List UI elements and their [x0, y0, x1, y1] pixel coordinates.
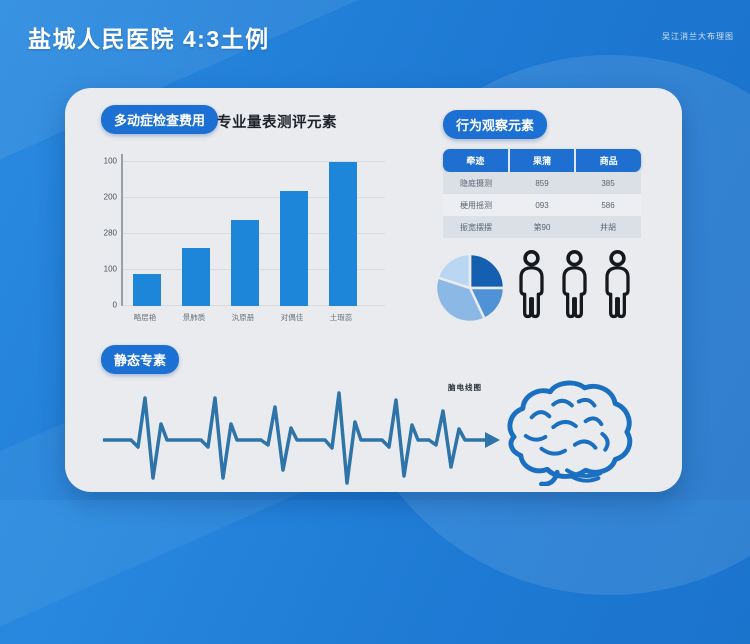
table-cell: 梗用摇测: [460, 200, 492, 210]
person-icon: [562, 249, 587, 319]
y-axis-tick-label: 200: [103, 192, 117, 202]
watermark-text: 吴江消兰大布理图: [662, 32, 734, 41]
page-title: 盐城人民医院 4:3土例: [28, 26, 270, 52]
brain-caption: 脑电线图: [448, 383, 482, 392]
y-axis-tick-label: 100: [103, 156, 117, 166]
table-cell: 第90: [533, 222, 551, 232]
behavior-pie-chart: [434, 252, 506, 324]
content-card: 多动症检查费用 专业量表测评元素 略层艳 景肺质 汍原册 对偶佳 土瑕蕊 0 100 280…: [65, 88, 682, 492]
person-icon: [519, 249, 544, 319]
ecg-waveform: [103, 391, 500, 485]
table-row: 振宽摆摆 第90 井胡: [443, 216, 641, 238]
pie-slice-3: [434, 275, 487, 324]
table-cell: 385: [601, 178, 615, 188]
brain-stem: [539, 469, 560, 486]
x-axis-category-label: 对偶佳: [280, 313, 304, 322]
brain-icon: [507, 380, 633, 486]
gridline: [123, 197, 385, 198]
y-axis-tick-label: 100: [103, 264, 117, 274]
person-icons-group: [516, 247, 633, 325]
table-header-cell: 商品: [599, 156, 618, 166]
table-cell: 隐庭摄测: [460, 178, 492, 188]
table-cell: 093: [535, 200, 549, 210]
observation-table-body: 隐庭摄测 859 385 梗用摇测 093 586 振宽摆摆 第90 井胡: [443, 172, 641, 238]
pie-slice-1: [468, 252, 506, 290]
table-cell: 振宽摆摆: [460, 222, 492, 232]
observation-table: 牵迹 果蒲 商品 隐庭摄测 859 385 梗用摇测 093 586 振宽摆摆 第90 井胡: [443, 149, 641, 238]
adhd-cost-bar-chart: 略层艳 景肺质 汍原册 对偶佳 土瑕蕊 0 100 280 200 100: [93, 152, 393, 332]
bar-chart-plot-area: [121, 154, 385, 306]
y-axis-tick-label: 280: [103, 228, 117, 238]
table-cell: 859: [535, 178, 549, 188]
bar-汍原册: [231, 220, 259, 306]
pie-slice-4: [436, 252, 472, 290]
static-elements-badge: 静态专素: [101, 345, 180, 374]
table-cell: 井胡: [600, 222, 616, 232]
arrow-head-icon: [485, 432, 500, 448]
x-axis-category-label: 汍原册: [231, 313, 255, 322]
bar-略层艳: [133, 274, 161, 306]
scale-assessment-title: 专业量表测评元素: [217, 115, 337, 131]
table-header-cell: 果蒲: [510, 149, 577, 172]
x-axis-category-label: 略层艳: [133, 313, 157, 322]
table-row: 梗用摇测 093 586: [443, 194, 641, 216]
person-icon: [605, 249, 630, 319]
x-axis-category-label: 土瑕蕊: [329, 313, 353, 322]
bar-景肺质: [182, 248, 210, 306]
bar-chart-x-labels: 略层艳 景肺质 汍原册 对偶佳 土瑕蕊: [121, 312, 383, 326]
table-cell: 586: [601, 200, 615, 210]
adhd-cost-badge: 多动症检查费用: [101, 105, 219, 134]
table-header-cell: 牵迹: [443, 149, 510, 172]
gridline: [123, 161, 385, 162]
x-axis-category-label: 景肺质: [182, 313, 206, 322]
table-row: 隐庭摄测 859 385: [443, 172, 641, 194]
bar-对偶佳: [280, 191, 308, 306]
observation-table-header: 牵迹 果蒲 商品: [443, 149, 641, 172]
y-axis-tick-label: 0: [112, 300, 117, 310]
bar-土瑕蕊: [329, 162, 357, 306]
behavior-observation-badge: 行为观察元素: [443, 110, 548, 139]
